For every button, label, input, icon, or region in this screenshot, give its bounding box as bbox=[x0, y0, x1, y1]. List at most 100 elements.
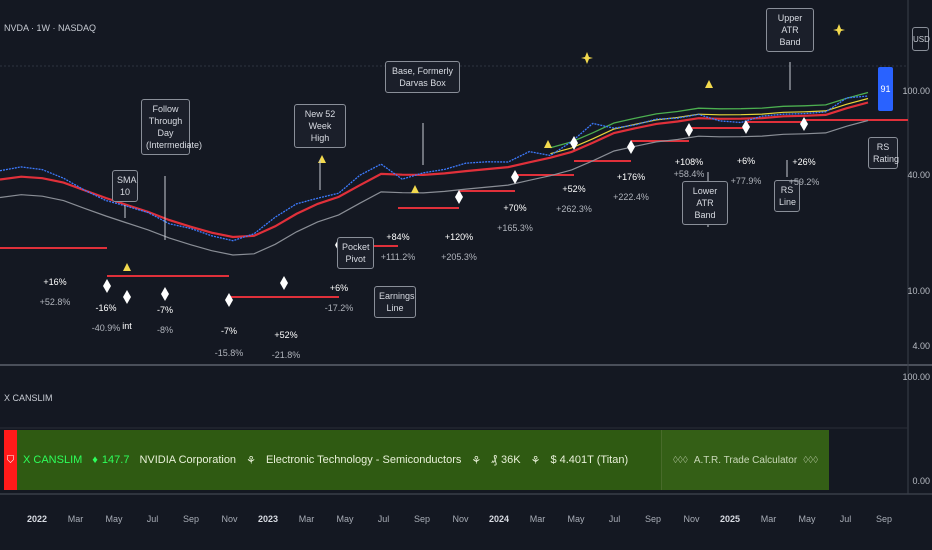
sell-signal-icon bbox=[511, 170, 519, 184]
currency-badge[interactable]: USD bbox=[912, 27, 930, 51]
pivot-lines bbox=[0, 119, 908, 298]
pct-label: +26% +59.2% bbox=[788, 157, 820, 187]
price-line bbox=[0, 95, 869, 242]
time-axis-year: 2024 bbox=[488, 514, 510, 524]
pct-label: +52% -21.8% bbox=[271, 330, 301, 360]
annotation-rs-line: RS Line bbox=[774, 180, 800, 212]
star-icon bbox=[581, 52, 593, 64]
sell-signal-icon bbox=[103, 279, 111, 293]
separator-icon: ⚘ bbox=[471, 454, 482, 467]
time-axis-month: May bbox=[336, 514, 354, 524]
time-axis-month: May bbox=[105, 514, 123, 524]
pct-label: -7% -8% bbox=[156, 305, 174, 335]
time-axis-month: Mar bbox=[529, 514, 546, 524]
sell-signal-icon bbox=[225, 293, 233, 307]
sell-signal-icon bbox=[123, 290, 131, 304]
time-axis-month: May bbox=[798, 514, 816, 524]
annotation-sma-10: SMA 10 bbox=[112, 170, 138, 202]
time-axis-month: Nov bbox=[683, 514, 700, 524]
time-axis-month: Sep bbox=[413, 514, 431, 524]
pct-label: -16% -40.9% bbox=[91, 303, 121, 333]
sell-signal-icon bbox=[742, 120, 750, 134]
score-icon: ♦ bbox=[92, 454, 98, 466]
time-axis-month: Sep bbox=[182, 514, 200, 524]
banner-company: NVIDIA Corporation bbox=[139, 454, 237, 466]
time-axis-month: Nov bbox=[452, 514, 469, 524]
annotation-pocket-pivot: Pocket Pivot bbox=[337, 237, 374, 269]
pct-label: +6% -17.2% bbox=[324, 283, 354, 313]
pct-label: +84% +111.2% bbox=[380, 232, 416, 262]
pct-label: +176% +222.4% bbox=[613, 172, 649, 202]
price-axis-label: 100.00 bbox=[902, 86, 930, 96]
diamond-icons: ◊◊◊ bbox=[803, 454, 819, 466]
sell-signal-icon bbox=[570, 136, 578, 150]
time-axis-year: 2025 bbox=[719, 514, 741, 524]
time-axis-month: Mar bbox=[67, 514, 84, 524]
buy-signal-icon bbox=[123, 263, 131, 271]
sell-signal-icon bbox=[627, 140, 635, 154]
banner-score: 147.7 bbox=[101, 454, 130, 466]
pct-label: -7% -15.8% bbox=[214, 326, 244, 358]
annotation-new-52-week-high: New 52 Week High bbox=[294, 104, 346, 148]
annotation-upper-atr-band: Upper ATR Band bbox=[766, 8, 814, 52]
time-axis-month: Sep bbox=[644, 514, 662, 524]
time-axis-month: May bbox=[567, 514, 585, 524]
price-axis-label: 40.00 bbox=[907, 170, 930, 180]
time-axis-year: 2022 bbox=[26, 514, 48, 524]
time-axis-year: 2023 bbox=[257, 514, 279, 524]
star-icon bbox=[833, 24, 845, 36]
sell-signal-icon bbox=[280, 276, 288, 290]
pct-label: +108% +58.4% bbox=[673, 157, 705, 179]
time-axis-month: Jul bbox=[377, 514, 390, 524]
pct-label: int bbox=[122, 321, 132, 331]
symbol-title: NVDA · 1W · NASDAQ bbox=[4, 23, 97, 33]
rs-line-layer bbox=[0, 119, 869, 256]
banner-market-cap: $ 4.401T (Titan) bbox=[550, 454, 629, 466]
yellow-band-line bbox=[550, 97, 869, 155]
atr-bands bbox=[550, 91, 869, 155]
time-axis-month: Sep bbox=[875, 514, 893, 524]
indicator-axis-label: 0.00 bbox=[912, 476, 930, 486]
annotation-base-darvas-box: Base, Formerly Darvas Box bbox=[385, 61, 460, 93]
sma-line bbox=[0, 101, 869, 239]
banner-main: X CANSLIM ♦ 147.7 NVIDIA Corporation ⚘ E… bbox=[17, 430, 638, 490]
annotation-lower-atr-band: Lower ATR Band bbox=[682, 181, 728, 225]
time-axis-month: Jul bbox=[608, 514, 621, 524]
separator-icon: ⚘ bbox=[530, 454, 541, 467]
pct-label: +52% +262.3% bbox=[556, 184, 592, 214]
indicator-pane-title: X CANSLIM bbox=[4, 393, 53, 403]
pct-label: +70% +165.3% bbox=[497, 203, 533, 233]
signal-markers bbox=[103, 24, 845, 307]
separator-icon: ⚘ bbox=[246, 454, 256, 467]
canslim-info-banner: ⛉ X CANSLIM ♦ 147.7 NVIDIA Corporation ⚘… bbox=[4, 430, 829, 490]
rs-rating-badge: 91 bbox=[878, 67, 893, 111]
atr-calculator-panel: ◊◊◊ A.T.R. Trade Calculator ◊◊◊ bbox=[661, 430, 829, 490]
sell-signal-icon bbox=[161, 287, 169, 301]
diamond-icons: ◊◊◊ bbox=[672, 454, 688, 466]
price-line-layer bbox=[0, 95, 869, 242]
annotation-earnings-line: Earnings Line bbox=[374, 286, 416, 318]
buy-signal-icon bbox=[411, 185, 419, 193]
green-band-line bbox=[550, 91, 869, 149]
atr-calculator-label: A.T.R. Trade Calculator bbox=[693, 454, 798, 466]
time-axis-month: Jul bbox=[146, 514, 159, 524]
buy-signal-icon bbox=[705, 80, 713, 88]
sma-line-layer bbox=[0, 101, 869, 239]
sell-signal-icon bbox=[685, 123, 693, 137]
time-axis-month: Mar bbox=[298, 514, 315, 524]
banner-logo: X CANSLIM bbox=[23, 454, 83, 466]
volume-icon: ₰ bbox=[491, 454, 497, 466]
pct-label: +120% +205.3% bbox=[441, 232, 477, 262]
sell-signal-icon bbox=[800, 117, 808, 131]
pct-label: +6% +77.9% bbox=[730, 156, 762, 186]
sell-signal-icon bbox=[455, 190, 463, 204]
pct-label: +16% +52.8% bbox=[39, 277, 71, 307]
indicator-axis-label: 100.00 bbox=[902, 372, 930, 382]
time-axis-month: Nov bbox=[221, 514, 238, 524]
annotation-follow-through-day: Follow Through Day (Intermediate) bbox=[141, 99, 202, 155]
price-axis-label: 4.00 bbox=[912, 341, 930, 351]
price-axis-label: 10.00 bbox=[907, 286, 930, 296]
alert-flag-icon: ⛉ bbox=[4, 430, 17, 490]
annotation-rs-rating: RS Rating bbox=[868, 137, 899, 169]
rs-line bbox=[0, 119, 869, 256]
